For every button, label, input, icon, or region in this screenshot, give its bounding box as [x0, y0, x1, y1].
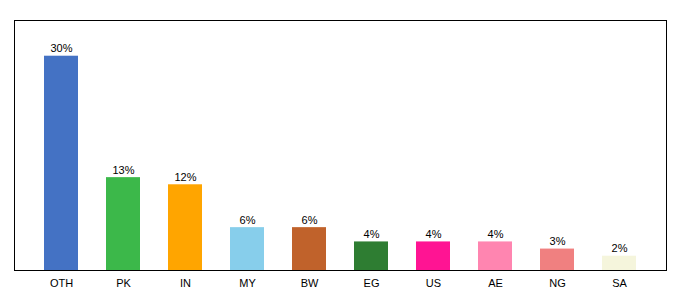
svg-text:4%: 4%	[488, 228, 504, 240]
svg-text:13%: 13%	[112, 164, 134, 176]
svg-text:4%: 4%	[364, 228, 380, 240]
svg-text:12%: 12%	[174, 171, 196, 183]
svg-text:6%: 6%	[240, 214, 256, 226]
svg-text:AE: AE	[488, 277, 503, 289]
svg-text:NG: NG	[549, 277, 566, 289]
svg-text:30%: 30%	[50, 42, 72, 54]
svg-text:OTH: OTH	[50, 277, 73, 289]
svg-text:MY: MY	[239, 277, 256, 289]
svg-text:6%: 6%	[302, 214, 318, 226]
svg-text:SA: SA	[612, 277, 627, 289]
svg-text:US: US	[426, 277, 441, 289]
svg-text:4%: 4%	[426, 228, 442, 240]
svg-text:PK: PK	[116, 277, 131, 289]
svg-text:IN: IN	[180, 277, 191, 289]
svg-text:EG: EG	[364, 277, 380, 289]
svg-text:3%: 3%	[550, 235, 566, 247]
svg-text:BW: BW	[301, 277, 319, 289]
svg-text:2%: 2%	[612, 242, 628, 254]
